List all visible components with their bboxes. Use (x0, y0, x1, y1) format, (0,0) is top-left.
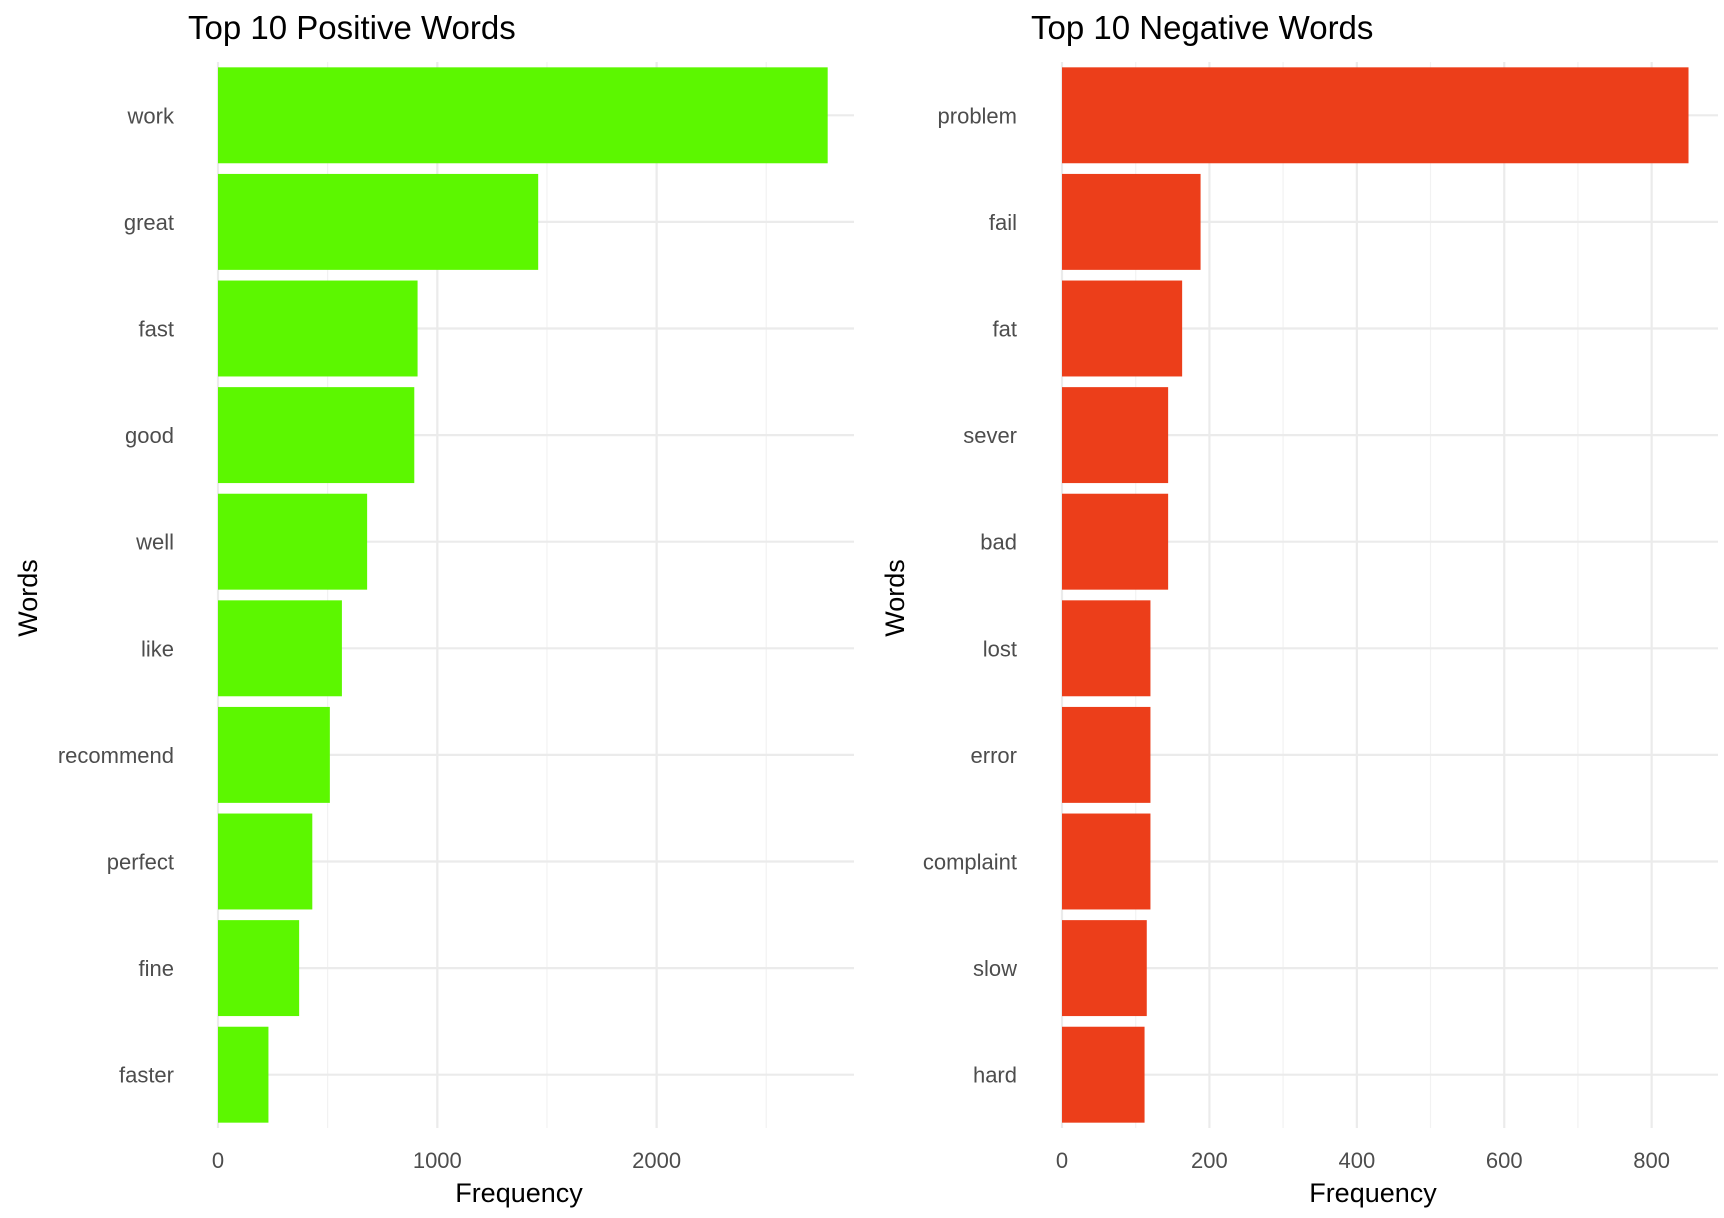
x-tick-label: 800 (1633, 1148, 1670, 1173)
bar-sever (1062, 387, 1169, 484)
y-tick-label-good: good (125, 423, 174, 448)
bar-problem (1062, 67, 1689, 164)
y-tick-label-work: work (127, 103, 175, 128)
y-tick-label-slow: slow (973, 956, 1017, 981)
positive-bars (218, 67, 828, 1123)
negative-y-axis-title: Words (880, 559, 910, 637)
y-tick-label-problem: problem (938, 103, 1017, 128)
bar-perfect (218, 813, 313, 910)
bar-complaint (1062, 813, 1151, 910)
y-tick-label-like: like (141, 636, 174, 661)
bar-faster (218, 1026, 269, 1123)
bar-like (218, 600, 342, 697)
bar-fast (218, 280, 418, 377)
y-tick-label-perfect: perfect (107, 850, 174, 875)
x-tick-label: 600 (1486, 1148, 1523, 1173)
negative-words-panel: Top 10 Negative Words Frequency Words pr… (880, 9, 1718, 1208)
negative-x-axis-title: Frequency (1309, 1178, 1437, 1208)
bar-slow (1062, 920, 1147, 1017)
bar-good (218, 387, 415, 484)
y-tick-label-well: well (135, 530, 174, 555)
negative-x-tick-labels: 0 200 400 600 800 (1056, 1148, 1670, 1173)
negative-chart-title: Top 10 Negative Words (1031, 9, 1373, 46)
y-tick-label-error: error (971, 743, 1017, 768)
positive-x-tick-labels: 0 1000 2000 (212, 1148, 681, 1173)
bar-well (218, 493, 368, 590)
x-tick-label: 0 (212, 1148, 224, 1173)
negative-bars (1062, 67, 1689, 1123)
y-tick-label-faster: faster (119, 1063, 174, 1088)
bar-hard (1062, 1026, 1145, 1123)
bar-error (1062, 706, 1151, 803)
y-tick-label-great: great (124, 210, 174, 235)
y-tick-label-hard: hard (973, 1063, 1017, 1088)
y-tick-label-fat: fat (993, 317, 1017, 342)
x-tick-label: 1000 (413, 1148, 462, 1173)
y-tick-label-fine: fine (139, 956, 174, 981)
negative-y-tick-labels: problem fail fat sever bad lost error complaint… (923, 103, 1017, 1087)
bar-fat (1062, 280, 1183, 377)
x-tick-label: 2000 (632, 1148, 681, 1173)
y-tick-label-bad: bad (980, 530, 1017, 555)
bar-work (218, 67, 828, 164)
y-tick-label-lost: lost (983, 636, 1017, 661)
bar-lost (1062, 600, 1151, 697)
bar-recommend (218, 706, 330, 803)
x-tick-label: 0 (1056, 1148, 1068, 1173)
y-tick-label-complaint: complaint (923, 850, 1017, 875)
bar-fail (1062, 173, 1201, 270)
y-tick-label-recommend: recommend (58, 743, 174, 768)
positive-words-panel: Top 10 Positive Words Frequency Words wo… (13, 9, 854, 1208)
y-tick-label-fail: fail (989, 210, 1017, 235)
bar-fine (218, 920, 300, 1017)
positive-y-axis-title: Words (13, 559, 43, 637)
bar-bad (1062, 493, 1169, 590)
positive-y-tick-labels: work great fast good well like recommend perfec… (58, 103, 175, 1087)
positive-chart-title: Top 10 Positive Words (188, 9, 516, 46)
x-tick-label: 400 (1338, 1148, 1375, 1173)
x-tick-label: 200 (1191, 1148, 1228, 1173)
positive-x-axis-title: Frequency (455, 1178, 583, 1208)
bar-great (218, 173, 539, 270)
y-tick-label-fast: fast (139, 317, 174, 342)
y-tick-label-sever: sever (963, 423, 1017, 448)
